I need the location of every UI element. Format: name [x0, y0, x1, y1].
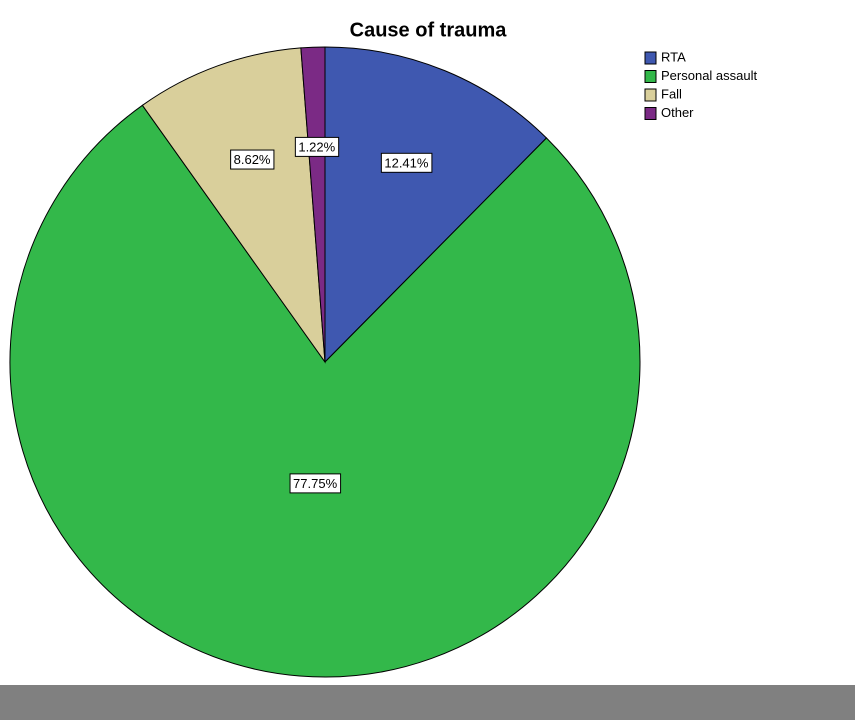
- legend-text: Other: [661, 105, 694, 120]
- footer-bar: [0, 685, 855, 720]
- chart-title: Cause of trauma: [350, 19, 508, 41]
- legend-text: Personal assault: [661, 68, 757, 83]
- legend-swatch: [644, 51, 657, 65]
- pie-slice: [141, 47, 326, 364]
- slices: [9, 46, 641, 678]
- legend-text: Fall: [661, 86, 682, 101]
- pie-slice: [9, 104, 641, 678]
- value-label-box: [380, 152, 433, 173]
- value-label: 12.41%: [384, 155, 429, 170]
- pie-slice: [324, 46, 548, 364]
- legend-swatch: [644, 70, 657, 83]
- value-labels: 12.41% 77.75% 8.62% 1.22%: [230, 136, 433, 494]
- legend-swatch: [644, 107, 657, 120]
- value-label: 1.22%: [298, 139, 335, 154]
- value-label-box: [289, 473, 342, 494]
- pie-slice: [300, 46, 326, 363]
- value-label: 8.62%: [234, 152, 271, 167]
- legend: RTA Personal assault Fall Other: [644, 49, 757, 120]
- value-label-box: [230, 149, 275, 170]
- legend-swatch: [644, 88, 657, 102]
- legend-text: RTA: [661, 49, 686, 64]
- value-label: 77.75%: [293, 476, 338, 491]
- value-label-box: [294, 136, 340, 157]
